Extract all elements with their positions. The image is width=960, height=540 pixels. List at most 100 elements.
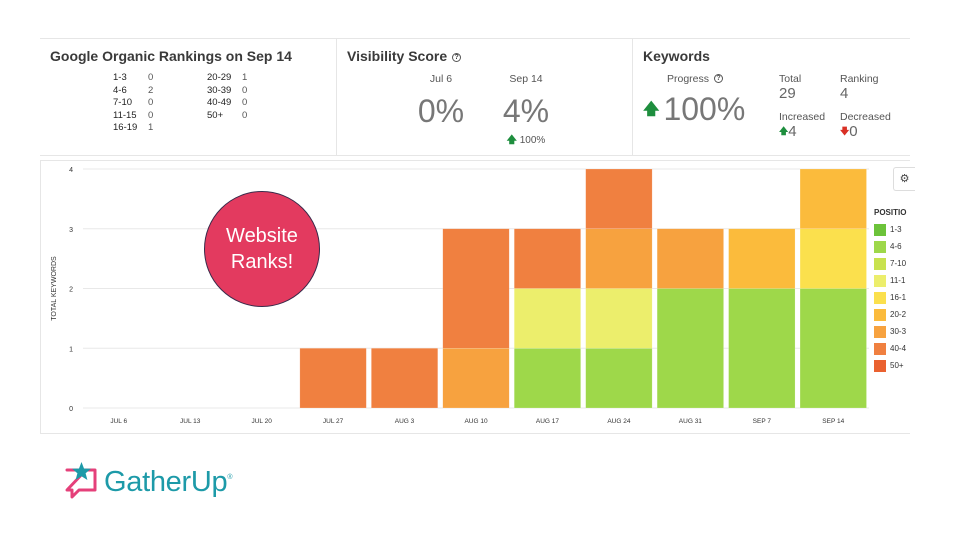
legend-item[interactable]: 7-10 (874, 255, 910, 272)
logo-trademark: ® (227, 473, 233, 481)
legend-item[interactable]: 11-1 (874, 272, 910, 289)
bar-segment (513, 348, 581, 409)
legend-item[interactable]: 40-4 (874, 340, 910, 357)
progress-label: Progress? (667, 73, 724, 85)
legend-items: 1-3 4-6 7-10 11-1 16-1 20-2 30-3 40-4 50+ (874, 221, 910, 374)
x-tick-label: AUG 24 (607, 418, 631, 425)
visibility-title-text: Visibility Score (347, 48, 448, 64)
bar-segment (585, 228, 653, 289)
summary-panels: Google Organic Rankings on Sep 14 1-3 0 4… (40, 38, 910, 156)
legend-label: 7-10 (890, 259, 907, 268)
rank-range: 11-15 (113, 109, 137, 121)
legend-label: 30-3 (890, 327, 907, 336)
question-circle-icon[interactable]: ? (452, 53, 462, 62)
rank-count: 0 (242, 84, 248, 96)
visibility-change: 🡅 100% (481, 133, 571, 150)
progress-value: 🡅 100% (643, 91, 745, 128)
increased-stat: Increased 🡅4 (779, 111, 825, 140)
x-tick-label: AUG 17 (536, 418, 560, 425)
legend-label: 40-4 (890, 344, 907, 353)
rank-range: 40-49 (207, 97, 232, 108)
total-label: Total (779, 73, 802, 85)
decreased-label: Decreased (840, 111, 891, 123)
rank-row: 4-6 2 (113, 85, 153, 98)
website-ranks-badge: Website Ranks! (204, 191, 320, 307)
increased-value-text: 4 (788, 123, 797, 140)
x-tick-label: JUL 20 (251, 418, 272, 425)
progress-label-text: Progress (667, 73, 710, 85)
rankings-right-column: 20-29 1 30-39 0 40-49 0 50+ 0 (207, 72, 247, 122)
ranking-value: 4 (840, 85, 849, 102)
visibility-start-label: Jul 6 (429, 73, 453, 85)
visibility-start-value: 0% (417, 93, 465, 129)
keywords-title: Keywords (643, 48, 710, 64)
legend-item[interactable]: 20-2 (874, 306, 910, 323)
visibility-panel: Visibility Score? Jul 6 0% Sep 14 4% 🡅 1… (336, 39, 632, 155)
legend-item[interactable]: 50+ (874, 357, 910, 374)
logo-text: GatherUp® (104, 466, 232, 499)
bar-segment (442, 228, 510, 349)
decreased-stat: Decreased 🡇0 (840, 111, 891, 140)
legend-label: 50+ (890, 361, 904, 370)
rank-count: 1 (242, 72, 248, 83)
rankings-title: Google Organic Rankings on Sep 14 (50, 48, 292, 64)
rank-row: 30-39 0 (207, 85, 247, 98)
bar-segment (513, 228, 581, 289)
badge-line-2: Ranks! (230, 251, 294, 273)
legend-swatch (874, 240, 886, 253)
legend-label: 11-1 (890, 276, 906, 285)
legend-swatch (874, 257, 886, 270)
bar-segment (799, 228, 867, 289)
rank-row: 20-29 1 (207, 72, 247, 85)
logo-wordmark: GatherUp (104, 465, 228, 498)
increased-label: Increased (779, 111, 826, 123)
legend-swatch (874, 223, 886, 236)
rank-row: 7-10 0 (113, 97, 153, 110)
total-value: 29 (779, 85, 796, 102)
rank-range: 4-6 (113, 84, 127, 96)
decreased-value: 🡇0 (840, 123, 891, 140)
bar-segment (728, 288, 796, 409)
visibility-end-label: Sep 14 (509, 73, 543, 85)
legend-swatch (874, 359, 886, 372)
x-tick-label: JUL 6 (110, 418, 127, 425)
legend-item[interactable]: 1-3 (874, 221, 910, 238)
visibility-title: Visibility Score? (347, 48, 462, 64)
rank-count: 0 (148, 109, 154, 121)
question-circle-icon[interactable]: ? (714, 74, 724, 83)
legend-item[interactable]: 30-3 (874, 323, 910, 340)
x-tick-label: JUL 13 (180, 418, 201, 425)
gatherup-logo: GatherUp® (64, 462, 232, 502)
gear-icon[interactable]: ⚙ (893, 167, 915, 191)
bar-segment (513, 288, 581, 349)
bar-segment (442, 348, 510, 409)
rank-range: 16-19 (113, 122, 138, 133)
visibility-start: Jul 6 0% (396, 73, 486, 130)
legend-swatch (874, 342, 886, 355)
y-tick-label: 2 (69, 287, 73, 294)
legend-item[interactable]: 4-6 (874, 238, 910, 255)
rank-range: 7-10 (113, 97, 133, 108)
rank-range: 20-29 (207, 72, 232, 83)
rank-count: 0 (242, 97, 248, 108)
bar-segment (371, 348, 439, 409)
ranking-stat: Ranking 4 (840, 73, 879, 102)
bar-segment (585, 288, 653, 349)
x-tick-label: JUL 27 (323, 418, 344, 425)
legend-item[interactable]: 16-1 (874, 289, 910, 306)
y-tick-label: 3 (69, 227, 73, 234)
stacked-bar-chart: 0 1 2 3 4 TOTAL KEYWORDS JUL 6 JUL 13 JUL 20 JUL … (51, 167, 869, 425)
rank-count: 0 (242, 109, 248, 121)
y-axis-label: TOTAL KEYWORDS (51, 256, 58, 321)
rankings-left-column: 1-3 0 4-6 2 7-10 0 11-15 0 16-19 1 (113, 72, 153, 135)
arrow-up-icon: 🡅 (779, 126, 789, 136)
legend-label: 16-1 (890, 293, 907, 302)
y-tick-label: 4 (69, 167, 73, 174)
rank-row: 16-19 1 (113, 122, 153, 135)
legend-swatch (874, 274, 886, 287)
decreased-value-text: 0 (849, 123, 858, 140)
rank-row: 11-15 0 (113, 110, 153, 123)
y-tick-label: 0 (69, 406, 73, 413)
keywords-panel: Keywords Progress? 🡅 100% Total 29 Ranking… (632, 39, 910, 155)
legend-swatch (874, 325, 886, 338)
